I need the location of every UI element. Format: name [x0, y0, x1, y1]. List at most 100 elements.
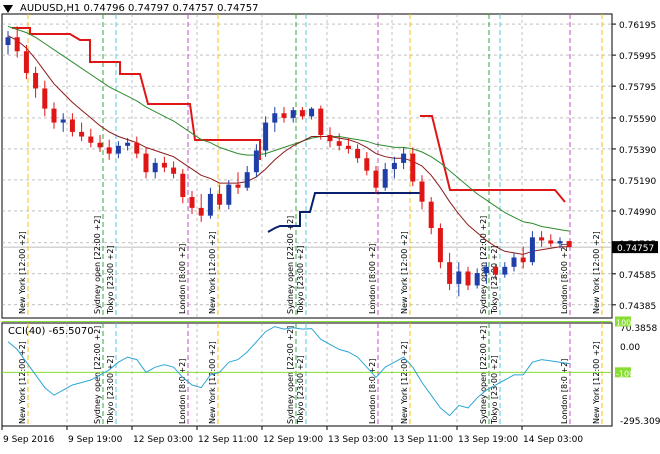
time-axis-label: 12 Sep 03:00 — [133, 435, 193, 445]
session-london-label: London [8:00 +2] — [178, 244, 187, 314]
candle-body — [97, 142, 103, 148]
symbol-dropdown-icon[interactable] — [3, 5, 13, 13]
candle-body — [327, 134, 333, 142]
price-tick-label: 0.74990 — [619, 208, 656, 218]
candle-body — [548, 240, 554, 244]
session-sydney-label-cci: Sydney open [22:00 +2] — [93, 326, 102, 424]
candle-body — [51, 108, 57, 123]
candle-body — [69, 119, 75, 132]
candle-body — [235, 184, 241, 188]
time-axis-label: 14 Sep 03:00 — [523, 435, 583, 445]
current-price-label: 0.74757 — [617, 244, 654, 254]
trailing-stop-line — [267, 192, 420, 233]
session-ny-label: New York [12:00 +2] — [592, 231, 601, 314]
candle-body — [465, 271, 471, 286]
candle-body — [272, 113, 278, 123]
indicator-label: CCI(40) — [8, 326, 46, 337]
session-tokyo-label: Tokyo [23:00 +2] — [296, 245, 305, 315]
session-london-label: London [8:00 +2] — [560, 244, 569, 314]
candle-body — [106, 147, 112, 154]
candle-body — [290, 110, 296, 118]
candle-body — [281, 113, 287, 118]
candle-body — [226, 184, 232, 205]
candle-body — [23, 51, 29, 73]
candle-body — [299, 110, 305, 117]
session-ny-label-cci: New York [12:00 +2] — [400, 341, 409, 424]
trailing-stop-line — [12, 27, 261, 160]
session-ny-label-cci: New York [12:00 +2] — [18, 341, 27, 424]
session-sydney-label: Sydney open [22:00 +2] — [479, 216, 488, 314]
candle-body — [483, 266, 489, 274]
candle-body — [373, 170, 379, 188]
session-sydney-label: Sydney open [22:00 +2] — [286, 216, 295, 314]
candle-body — [364, 158, 370, 171]
candle-body — [60, 119, 66, 123]
session-sydney-label: Sydney open [22:00 +2] — [93, 216, 102, 314]
time-axis-label: 9 Sep 2016 — [3, 435, 55, 445]
cci-tick-label: 0.00 — [620, 343, 640, 353]
cci-tick-label: -295.3097 — [620, 417, 660, 427]
session-london-label: London [8:00 +2] — [368, 244, 377, 314]
time-axis-label: 9 Sep 19:00 — [68, 435, 123, 445]
time-axis-label: 12 Sep 11:00 — [198, 435, 258, 445]
session-ny-label: New York [12:00 +2] — [208, 231, 217, 314]
symbol-timeframe: AUDUSD,H1 — [20, 3, 81, 14]
candle-body — [529, 237, 535, 263]
session-sydney-label-cci: Sydney open [22:00 +2] — [286, 326, 295, 424]
candle-body — [244, 172, 250, 188]
candle-body — [419, 181, 425, 202]
session-tokyo-label-cci: Tokyo [23:00 +2] — [106, 355, 115, 425]
cci-level-low-label: -100 — [616, 369, 634, 378]
candle-body — [520, 257, 526, 263]
candle-body — [180, 173, 186, 198]
cci-level-high-tag — [615, 316, 631, 327]
candle-body — [401, 153, 407, 163]
candle-body — [143, 153, 149, 173]
candle-body — [125, 142, 131, 146]
candle-body — [410, 153, 416, 182]
indicator-value: -65.5070 — [48, 326, 94, 337]
session-tokyo-label-cci: Tokyo [23:00 +2] — [296, 355, 305, 425]
session-london-label-cci: London [8:0 +2] — [560, 359, 569, 424]
candle-body — [189, 197, 195, 208]
candle-body — [134, 142, 140, 154]
candle-body — [88, 136, 94, 143]
current-price-tag — [612, 241, 658, 254]
candle-body — [336, 141, 342, 146]
price-tick-label: 0.75795 — [619, 83, 656, 93]
candle-body — [502, 266, 508, 275]
candle-body — [474, 273, 480, 286]
main-pane-border — [1, 13, 613, 319]
candle-body — [79, 131, 85, 137]
time-axis-label: 12 Sep 19:00 — [263, 435, 323, 445]
candle-body — [437, 228, 443, 263]
session-sydney-label-cci: Sydney open [22:00 +2] — [479, 326, 488, 424]
candle-body — [557, 241, 563, 244]
session-tokyo-label: Tokyo [23:00 +2] — [490, 245, 499, 315]
candle-body — [207, 193, 213, 216]
session-london-label-cci: London [8:0 +2] — [368, 359, 377, 424]
candle-body — [456, 271, 462, 284]
session-tokyo-label-cci: Tokyo [23:00 +2] — [490, 355, 499, 425]
indicator-header: CCI(40) -65.5070 — [8, 326, 94, 337]
candle-body — [198, 207, 204, 216]
price-tick-label: 0.75590 — [619, 115, 656, 125]
price-tick-label: 0.75190 — [619, 177, 656, 187]
time-axis-label: 13 Sep 11:00 — [393, 435, 453, 445]
candle-body — [33, 72, 39, 89]
candle-body — [115, 145, 121, 154]
candle-body — [345, 145, 351, 149]
session-ny-label-cci: New York [12:00 +2] — [592, 341, 601, 424]
candle-body — [171, 167, 177, 174]
session-ny-label: New York [12:00 +2] — [400, 231, 409, 314]
candle-body — [566, 241, 572, 248]
session-ny-label: New York [12:00 +2] — [18, 231, 27, 314]
session-ny-label-cci: New York [12:00 +2] — [208, 341, 217, 424]
candle-body — [539, 237, 545, 241]
candle-body — [511, 257, 517, 267]
candle-body — [5, 37, 11, 46]
slow-ma-line — [7, 25, 570, 232]
price-tick-label: 0.74585 — [619, 271, 656, 281]
